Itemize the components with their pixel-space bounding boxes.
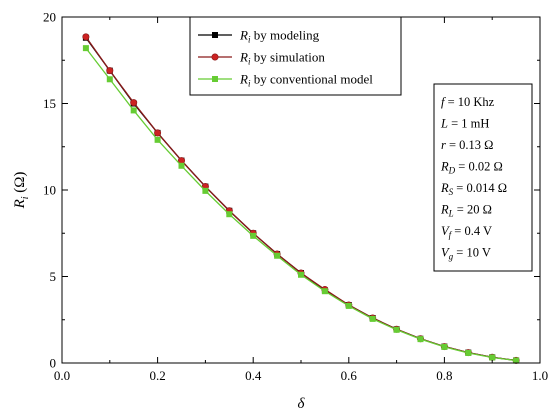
y-axis-label: Ri (Ω) (12, 172, 31, 210)
data-point (178, 162, 185, 169)
parameter-line: RS = 0.014 Ω (440, 181, 507, 197)
data-point (130, 107, 137, 114)
data-point (202, 187, 209, 194)
legend-subscript: i (248, 57, 251, 67)
data-point (393, 326, 400, 333)
y-axis-label-subscript: i (20, 196, 31, 199)
parameter-line: Vf = 0.4 V (441, 224, 492, 240)
x-tick-label: 1.0 (532, 368, 548, 383)
y-tick-label: 20 (43, 10, 56, 25)
y-tick-label: 10 (43, 183, 56, 198)
data-point (154, 129, 162, 137)
data-point (441, 343, 448, 350)
data-point (106, 76, 113, 83)
legend-symbol: R (239, 28, 248, 43)
parameter-line: RD = 0.02 Ω (440, 160, 503, 176)
y-tick-label: 5 (50, 269, 57, 284)
x-tick-label: 0.4 (245, 368, 262, 383)
data-point (82, 33, 90, 41)
legend-suffix: by modeling (250, 28, 319, 43)
series-layer (82, 33, 520, 364)
parameter-value: = 0.13 Ω (446, 138, 494, 152)
parameter-symbol: R (440, 181, 449, 195)
legend-label: Ri by modeling (239, 28, 320, 45)
legend-symbol: R (239, 50, 248, 65)
legend-marker (211, 53, 219, 61)
legend-subscript: i (248, 35, 251, 45)
data-point (321, 288, 328, 295)
parameter-value: = 10 Khz (444, 95, 494, 109)
parameter-line: f = 10 Khz (441, 95, 495, 109)
parameter-value: = 0.014 Ω (453, 181, 507, 195)
parameter-subscript: D (448, 166, 456, 176)
data-point (417, 336, 424, 343)
data-point (130, 99, 138, 107)
y-tick-label: 15 (43, 96, 56, 111)
legend-item-3: Ri by conventional model (198, 72, 373, 89)
data-point (226, 211, 233, 218)
parameter-line: Vg = 10 V (441, 246, 491, 262)
legend-suffix: by conventional model (250, 72, 373, 87)
legend-symbol: R (239, 72, 248, 87)
data-point (82, 45, 89, 52)
data-point (154, 136, 161, 143)
legend-item-1: Ri by modeling (198, 28, 320, 45)
parameter-value: = 0.02 Ω (455, 160, 503, 174)
x-tick-label: 0.8 (436, 368, 452, 383)
parameter-subscript: f (449, 230, 453, 240)
parameter-value: = 10 V (453, 246, 491, 260)
data-point (489, 354, 496, 361)
parameter-box-frame (433, 83, 533, 272)
data-point (513, 357, 520, 364)
legend-suffix: by simulation (250, 50, 325, 65)
parameter-value: = 0.4 V (451, 224, 492, 238)
parameter-symbol: V (441, 224, 450, 238)
y-axis-label-unit: (Ω) (12, 172, 28, 197)
legend-item-2: Ri by simulation (198, 50, 325, 67)
parameter-symbol: r (441, 138, 446, 152)
series-3 (82, 45, 520, 364)
parameter-value: = 20 Ω (454, 203, 492, 217)
legend-marker (212, 76, 218, 82)
x-axis-label: δ (298, 396, 306, 412)
parameter-symbol: R (440, 160, 449, 174)
data-point (345, 302, 352, 309)
parameter-symbol: V (441, 246, 450, 260)
x-tick-label: 0.6 (341, 368, 358, 383)
x-tick-label: 0.2 (149, 368, 165, 383)
parameter-symbol: L (440, 117, 448, 131)
data-point (250, 232, 257, 239)
parameter-line: RL = 20 Ω (440, 203, 492, 219)
data-point (274, 252, 281, 259)
parameter-subscript: S (449, 187, 454, 197)
legend-box (189, 16, 402, 96)
parameter-value: = 1 mH (448, 117, 489, 131)
parameter-symbol: R (440, 203, 449, 217)
parameter-symbol: f (441, 95, 446, 109)
parameter-subscript: L (448, 209, 454, 219)
y-tick-label: 0 (50, 356, 57, 371)
axes: 0.0 0.2 0.4 0.6 0.8 1.0 0 5 10 15 20 δ Ri (Ω) (12, 10, 548, 413)
legend-marker (212, 32, 218, 38)
legend-label: Ri by simulation (239, 50, 325, 67)
parameter-line: r = 0.13 Ω (441, 138, 493, 152)
data-point (465, 349, 472, 356)
y-axis-label-symbol: R (12, 199, 28, 209)
legend-label: Ri by conventional model (239, 72, 373, 89)
x-tick-label: 0.0 (54, 368, 70, 383)
parameter-line: L = 1 mH (440, 117, 489, 131)
data-point (298, 271, 304, 278)
parameter-subscript: g (449, 252, 454, 262)
legend-subscript: i (248, 79, 251, 89)
data-point (369, 315, 376, 322)
data-point (106, 67, 114, 75)
